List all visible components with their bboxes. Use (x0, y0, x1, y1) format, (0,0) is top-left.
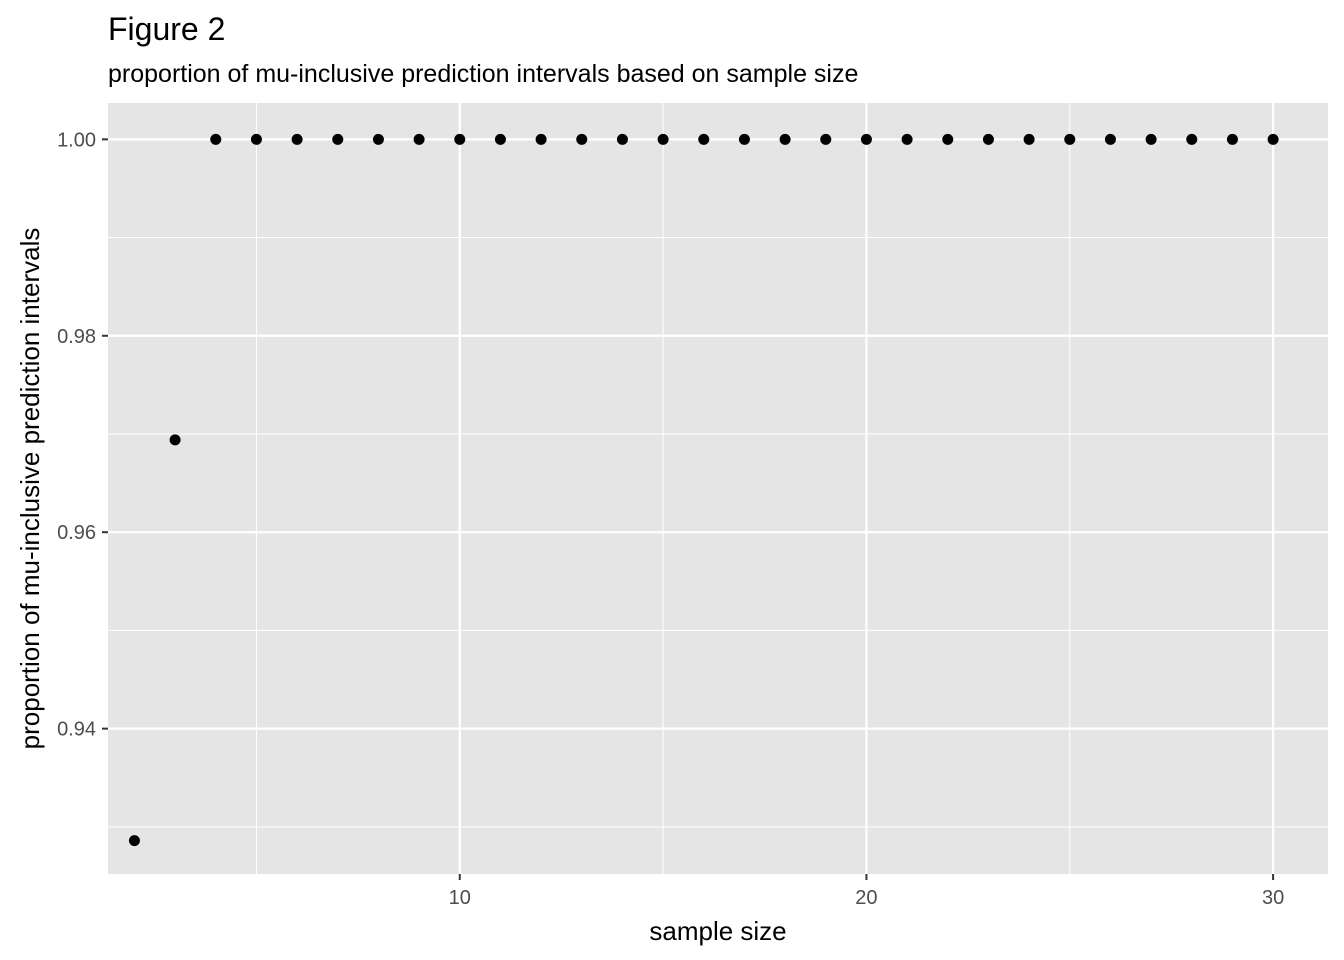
data-point (454, 133, 466, 145)
data-point (1267, 133, 1279, 145)
chart-subtitle: proportion of mu-inclusive prediction in… (108, 60, 858, 88)
data-point (576, 133, 588, 145)
data-point (901, 133, 913, 145)
x-tick-label: 30 (1262, 887, 1284, 909)
data-point (291, 133, 303, 145)
data-point (1145, 133, 1157, 145)
data-point (332, 133, 344, 145)
major-gridlines (108, 103, 1328, 874)
plot-panel (108, 103, 1328, 874)
data-point (657, 133, 669, 145)
data-point (982, 133, 994, 145)
data-point (535, 133, 547, 145)
data-point (616, 133, 628, 145)
data-point (738, 133, 750, 145)
data-point (1186, 133, 1198, 145)
x-tick-label: 10 (449, 887, 471, 909)
data-point (1226, 133, 1238, 145)
data-point (250, 133, 262, 145)
y-tick-label: 0.94 (57, 719, 96, 741)
data-point (494, 133, 506, 145)
data-point (820, 133, 832, 145)
x-tick-label: 20 (855, 887, 877, 909)
data-point (1104, 133, 1116, 145)
y-axis-title: proportion of mu-inclusive prediction in… (15, 228, 45, 750)
data-point (860, 133, 872, 145)
chart-title: Figure 2 (108, 11, 225, 47)
y-tick-label: 0.98 (57, 326, 96, 348)
y-tick-label: 0.96 (57, 522, 96, 544)
data-point (1064, 133, 1076, 145)
data-point (942, 133, 954, 145)
data-point (169, 434, 181, 446)
x-axis-ticks: 10 20 30 (449, 874, 1284, 909)
data-point (698, 133, 710, 145)
data-points (128, 133, 1279, 847)
data-point (210, 133, 222, 145)
y-axis-ticks: 0.94 0.96 0.98 1.00 (57, 129, 108, 741)
data-point (128, 835, 140, 847)
data-point (779, 133, 791, 145)
x-axis-title: sample size (649, 916, 786, 946)
data-point (413, 133, 425, 145)
minor-gridlines (108, 103, 1328, 874)
data-point (372, 133, 384, 145)
data-point (1023, 133, 1035, 145)
y-tick-label: 1.00 (57, 129, 96, 151)
